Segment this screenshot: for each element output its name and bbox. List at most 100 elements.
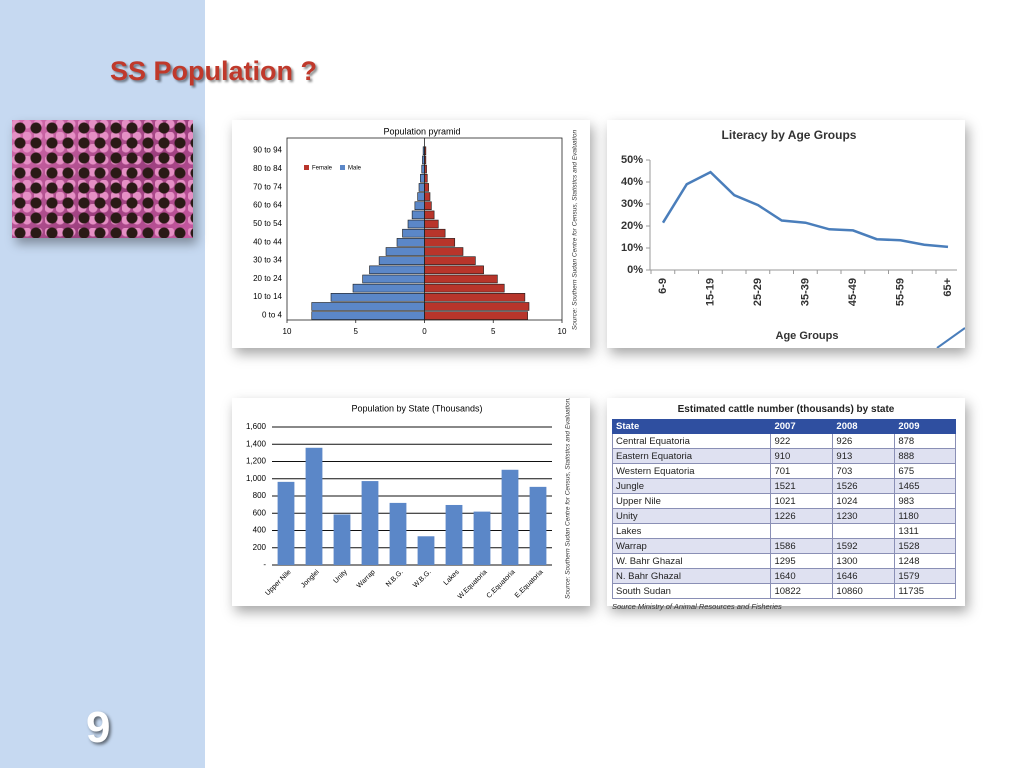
table-cell: Lakes xyxy=(611,523,772,539)
bar xyxy=(445,504,463,565)
table-header-row: State 2007 2008 2009 xyxy=(611,419,956,434)
table: State 2007 2008 2009 Central Equatoria 922 926… xyxy=(611,419,956,599)
page-number: 9 xyxy=(86,703,111,752)
x-tick-label: 35-39 xyxy=(799,278,811,306)
table-row: Eastern Equatoria 910 913 888 xyxy=(611,448,956,464)
table-cell: 703 xyxy=(832,463,896,479)
y-tick-label: 1,000 xyxy=(246,474,267,483)
bar xyxy=(369,265,425,275)
column-header: State xyxy=(611,419,772,434)
x-tick-label: Upper Nile xyxy=(264,569,292,597)
bar xyxy=(417,192,425,201)
y-tick-label: 1,200 xyxy=(246,457,267,466)
table-cell: Warrap xyxy=(611,538,772,554)
table-row: Central Equatoria 922 926 878 xyxy=(611,433,956,449)
chart: Population by State (Thousands) - 200 400 60… xyxy=(246,398,572,601)
bar xyxy=(424,192,431,201)
chart-panel: Population pyramid 0 to 4 10 to 14 20 to 24… xyxy=(232,120,590,348)
table-cell: 878 xyxy=(894,433,956,449)
legend-label: Male xyxy=(348,166,362,172)
y-tick-label: 30 to 34 xyxy=(253,256,282,265)
table-cell: Eastern Equatoria xyxy=(611,448,772,464)
x-tick-label: 55-59 xyxy=(894,278,906,306)
bar xyxy=(424,210,435,220)
bar xyxy=(277,481,295,565)
column-header: 2009 xyxy=(894,419,956,434)
chart: Population pyramid 0 to 4 10 to 14 20 to 24… xyxy=(253,126,579,336)
bar xyxy=(378,256,425,265)
bar xyxy=(389,502,407,565)
bar xyxy=(385,247,425,256)
x-tick-label: 15-19 xyxy=(704,278,716,306)
x-tick-label: 65+ xyxy=(942,278,954,297)
table-cell: 701 xyxy=(770,463,834,479)
table-cell: 913 xyxy=(832,448,896,464)
bar xyxy=(330,293,425,302)
decoration xyxy=(936,327,965,348)
table-cell: Upper Nile xyxy=(611,493,772,509)
bar xyxy=(424,302,530,311)
table-cell: 1586 xyxy=(770,538,834,554)
table-cell: 675 xyxy=(894,463,956,479)
x-axis-title: Age Groups xyxy=(776,330,839,342)
table-cell: 926 xyxy=(832,433,896,449)
bar xyxy=(424,311,528,320)
table-cell: Central Equatoria xyxy=(611,433,772,449)
table-cell: 1295 xyxy=(770,553,834,569)
legend-swatch xyxy=(304,165,309,170)
table-cell: 1024 xyxy=(832,493,896,509)
table-cell: 1021 xyxy=(770,493,834,509)
table-row: Unity 1226 1230 1180 xyxy=(611,508,956,524)
x-tick-label: Jonglei xyxy=(300,568,321,589)
bar xyxy=(333,514,351,565)
x-tick-label: 10 xyxy=(558,327,567,336)
table-cell: 1579 xyxy=(894,568,956,584)
bar xyxy=(424,219,439,229)
bar xyxy=(396,238,425,247)
bar xyxy=(424,238,456,247)
bar xyxy=(424,265,484,275)
x-tick-label: 5 xyxy=(491,327,496,336)
y-tick-label: 50 to 54 xyxy=(253,219,282,228)
bar xyxy=(424,293,526,302)
table-cell: Western Equatoria xyxy=(611,463,772,479)
column-header: 2008 xyxy=(832,419,896,434)
bar xyxy=(421,164,425,174)
bar xyxy=(305,447,323,565)
chart: Literacy by Age Groups 0% 10% 20% 30% 40% 50% 6… xyxy=(621,128,965,348)
source-note: Source: Southern Sudan Centre for Census… xyxy=(565,398,572,599)
table-row: Western Equatoria 701 703 675 xyxy=(611,463,956,479)
x-tick-label: E.Equatoria xyxy=(514,569,545,600)
table-cell: Unity xyxy=(611,508,772,524)
bar xyxy=(417,536,435,565)
x-tick-label: Warrap xyxy=(356,569,377,590)
y-tick-label: 1,400 xyxy=(246,439,267,448)
bar xyxy=(424,228,446,238)
table-cell xyxy=(832,523,896,539)
x-tick-label: 25-29 xyxy=(752,278,764,306)
table-cell: 983 xyxy=(894,493,956,509)
bar xyxy=(414,201,425,211)
legend-label: Female xyxy=(312,166,333,172)
chart-panel: Population by State (Thousands) - 200 400 60… xyxy=(232,398,590,606)
y-tick-label: 30% xyxy=(621,198,643,210)
table-row: Warrap 1586 1592 1528 xyxy=(611,538,956,554)
bar xyxy=(420,173,425,183)
table-row: South Sudan 10822 10860 11735 xyxy=(611,583,956,599)
table-row: Lakes 1311 xyxy=(611,523,956,539)
table-row: W. Bahr Ghazal 1295 1300 1248 xyxy=(611,553,956,569)
table-title: Estimated cattle number (thousands) by s… xyxy=(677,404,895,415)
table-cell: 10822 xyxy=(770,583,834,599)
table-cell: 1646 xyxy=(832,568,896,584)
bar xyxy=(411,210,425,220)
table-cell: W. Bahr Ghazal xyxy=(611,553,772,569)
table-cell: 1300 xyxy=(832,553,896,569)
y-tick-label: 200 xyxy=(253,543,267,552)
chart-panel: Literacy by Age Groups 0% 10% 20% 30% 40% 50% 6… xyxy=(607,120,965,348)
y-tick-label: 50% xyxy=(621,154,643,166)
bar xyxy=(424,274,498,284)
bar xyxy=(424,283,505,293)
table-cell: 1311 xyxy=(894,523,956,539)
y-tick-label: 90 to 94 xyxy=(253,146,282,155)
